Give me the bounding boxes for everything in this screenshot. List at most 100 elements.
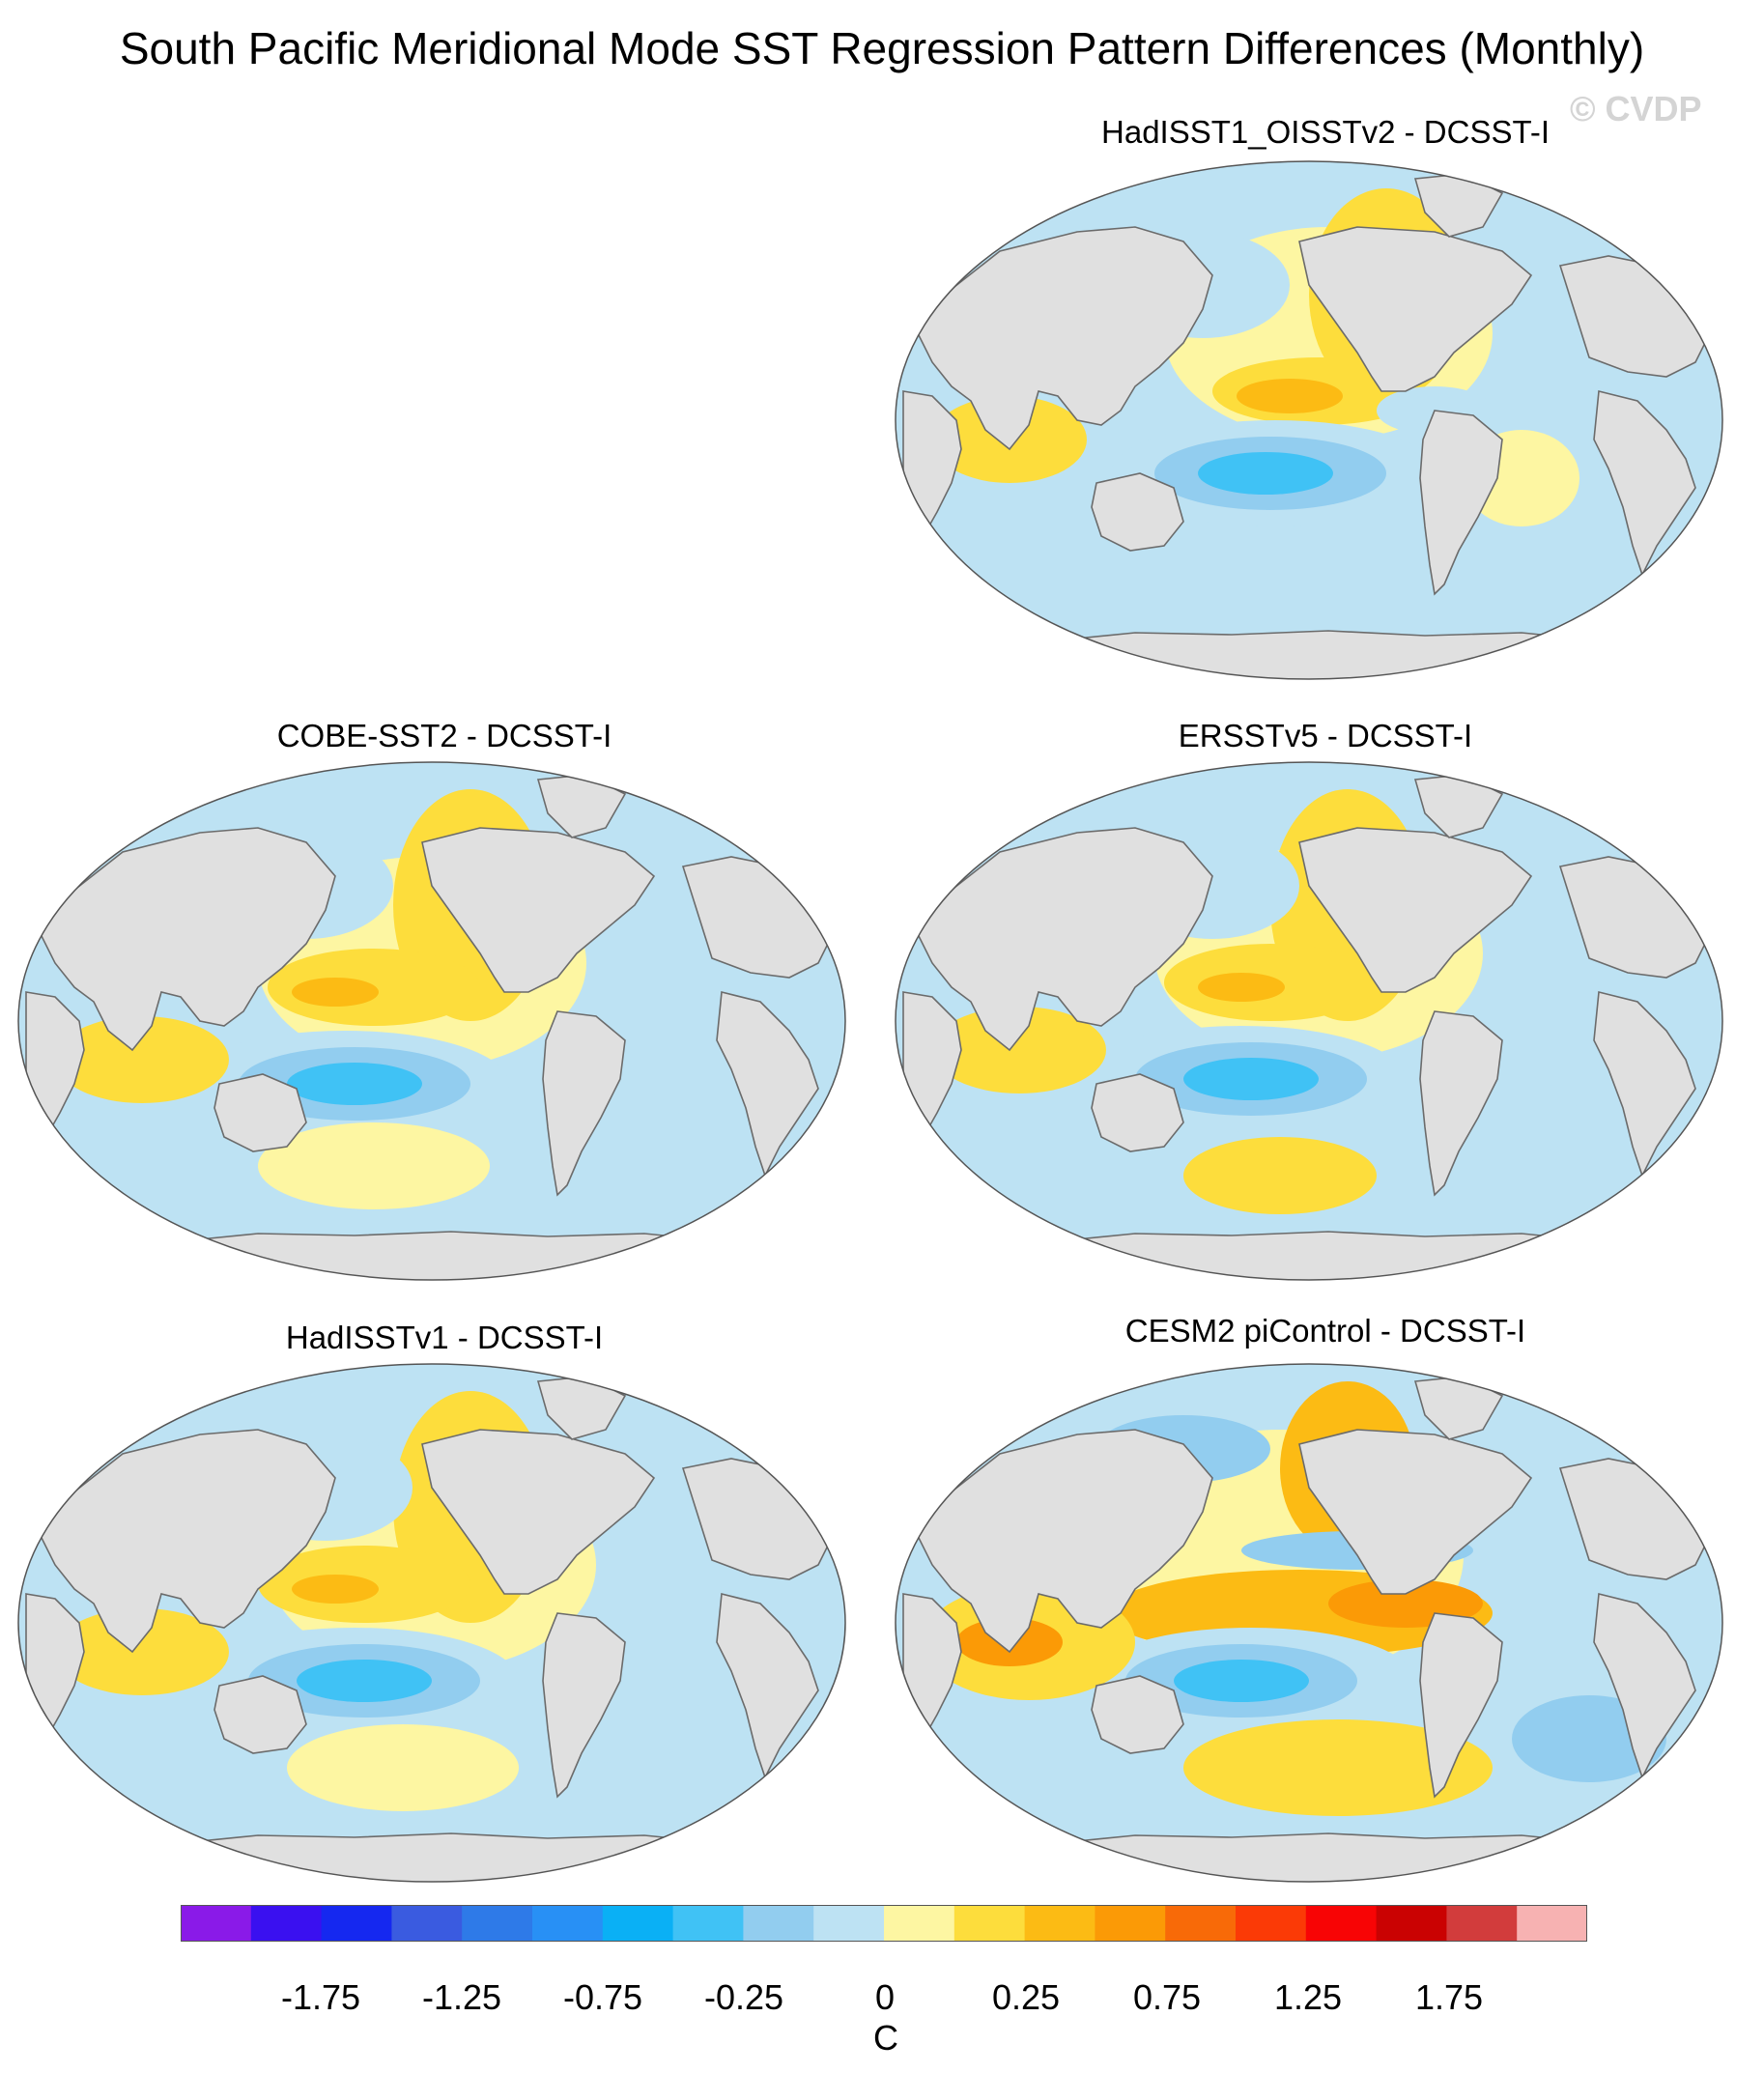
colorbar-swatch <box>250 1905 323 1942</box>
colorbar-swatch <box>321 1905 392 1942</box>
land-mass <box>1298 1429 1533 1595</box>
colorbar-swatch <box>884 1905 955 1942</box>
sst-anomaly-region <box>1237 379 1343 413</box>
colorbar-swatch <box>743 1905 814 1942</box>
land-mass <box>1593 389 1696 578</box>
colorbar-swatch <box>1305 1905 1378 1942</box>
colorbar-swatch <box>1517 1905 1587 1942</box>
colorbar-unit-label: C <box>873 2018 898 2058</box>
map-content <box>18 1364 845 1882</box>
panel-title-cobe-sst2: COBE-SST2 - DCSST-I <box>276 718 612 753</box>
colorbar-tick-label: -0.25 <box>703 1977 784 2017</box>
figure-title: South Pacific Meridional Mode SST Regres… <box>119 23 1645 73</box>
colorbar-tick-label: 0.25 <box>991 1977 1061 2017</box>
colorbar-tick-label: -1.75 <box>280 1977 361 2017</box>
land-mass <box>917 226 1213 451</box>
land-mass <box>716 1592 819 1780</box>
colorbar-tick-label: -1.25 <box>421 1977 502 2017</box>
land-mass <box>1091 1675 1184 1754</box>
land-mass <box>542 1010 626 1197</box>
sst-anomaly-region <box>287 1724 519 1811</box>
land-mass <box>1091 472 1184 552</box>
panel-title-cesm2-picontrol: CESM2 piControl - DCSST-I <box>1124 1313 1526 1349</box>
colorbar-swatch <box>1376 1905 1447 1942</box>
sst-anomaly-region <box>1198 452 1333 495</box>
colorbar-swatch <box>672 1905 744 1942</box>
land-mass <box>1593 1592 1696 1780</box>
sst-anomaly-region <box>932 1007 1106 1093</box>
colorbar-swatch <box>953 1905 1026 1942</box>
land-mass <box>917 827 1213 1052</box>
sst-anomaly-region <box>297 1660 432 1702</box>
panel-title-hadisst1-oisstv2: HadISST1_OISSTv2 - DCSST-I <box>1101 114 1550 150</box>
sst-anomaly-region <box>55 1016 229 1103</box>
land-mass <box>40 827 336 1052</box>
land-mass <box>1037 630 1591 679</box>
land-mass <box>1298 827 1533 993</box>
sst-anomaly-region <box>1198 973 1285 1002</box>
land-mass <box>1037 1231 1591 1280</box>
land-mass <box>1419 1010 1503 1197</box>
colorbar-swatch <box>1236 1905 1307 1942</box>
land-mass <box>1091 1073 1184 1152</box>
colorbar-swatch <box>813 1905 885 1942</box>
map-content <box>896 161 1722 679</box>
colorbar-tick-label: 1.25 <box>1273 1977 1343 2017</box>
land-mass <box>159 1231 714 1280</box>
map-hadisstv1 <box>17 1363 846 1883</box>
colorbar-swatch <box>602 1905 674 1942</box>
colorbar-swatch <box>462 1905 533 1942</box>
land-mass <box>1593 990 1696 1178</box>
sst-anomaly-region <box>1183 1137 1377 1214</box>
land-mass <box>213 1073 307 1152</box>
land-mass <box>542 1612 626 1799</box>
land-mass <box>917 1429 1213 1654</box>
colorbar-swatch <box>532 1905 604 1942</box>
sst-anomaly-region <box>1183 1719 1493 1816</box>
land-mass <box>421 1429 656 1595</box>
sst-anomaly-region <box>258 1122 490 1209</box>
colorbar-swatch <box>391 1905 463 1942</box>
colorbar-swatch <box>1446 1905 1518 1942</box>
map-cobe-sst2 <box>17 761 846 1281</box>
map-border <box>895 1363 1723 1883</box>
land-mass <box>213 1675 307 1754</box>
land-mass <box>1037 1832 1591 1882</box>
land-mass <box>716 990 819 1178</box>
sst-anomaly-region <box>287 1063 422 1105</box>
land-mass <box>1419 410 1503 596</box>
sst-anomaly-region <box>55 1608 229 1695</box>
cvdp-watermark: © CVDP <box>1570 89 1702 128</box>
sst-anomaly-region <box>292 1575 379 1604</box>
land-mass <box>421 827 656 993</box>
colorbar-tick-label: 0 <box>874 1977 896 2017</box>
map-hadisst1-oisstv2 <box>895 160 1723 680</box>
land-mass <box>159 1832 714 1882</box>
colorbar-tick-label: 0.75 <box>1132 1977 1202 2017</box>
land-mass <box>1419 1612 1503 1799</box>
colorbar-swatch <box>1165 1905 1237 1942</box>
map-cesm2-picontrol <box>895 1363 1723 1883</box>
map-border <box>895 160 1723 680</box>
colorbar-frame <box>181 1905 1587 1942</box>
colorbar-tick-label: 1.75 <box>1414 1977 1484 2017</box>
map-content <box>896 762 1722 1280</box>
panel-title-ersstv5: ERSSTv5 - DCSST-I <box>1178 718 1473 753</box>
map-border <box>895 761 1723 1281</box>
sst-anomaly-region <box>1183 1058 1319 1100</box>
sst-anomaly-region <box>1174 1660 1309 1702</box>
map-content <box>896 1364 1722 1882</box>
land-mass <box>40 1429 336 1654</box>
colorbar-tick-label: -0.75 <box>562 1977 643 2017</box>
colorbar-swatch <box>1095 1905 1166 1942</box>
land-mass <box>1298 226 1533 392</box>
map-content <box>18 762 845 1280</box>
panel-title-hadisstv1: HadISSTv1 - DCSST-I <box>285 1320 604 1355</box>
sst-anomaly-region <box>292 978 379 1007</box>
colorbar-swatch <box>1024 1905 1095 1942</box>
map-ersstv5 <box>895 761 1723 1281</box>
colorbar <box>181 1905 1587 1942</box>
colorbar-swatch <box>181 1905 252 1942</box>
map-border <box>17 1363 846 1883</box>
